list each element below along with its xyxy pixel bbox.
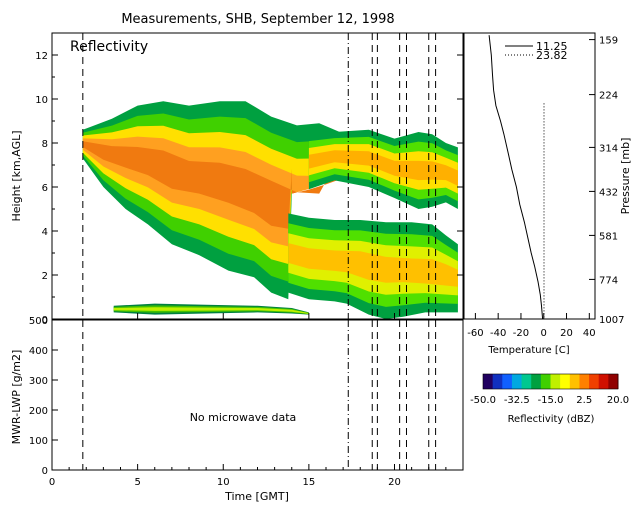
temperature-tick-labels: -60 -40 -20 0 20 40 [467, 328, 595, 339]
colorbar-swatch [550, 374, 561, 389]
pressure-tick-label: 159 [599, 36, 618, 47]
colorbar-swatch [608, 374, 619, 389]
colorbar-swatch [569, 374, 580, 389]
time-tick-label: 10 [217, 477, 230, 488]
pressure-tick-label: 581 [599, 231, 618, 242]
colorbar-swatch [579, 374, 590, 389]
echo-region-1-layer-5 [82, 141, 349, 229]
reflectivity-echoes [82, 101, 458, 319]
colorbar-swatch [521, 374, 532, 389]
lwp-tick-labels: 0 100 200 300 400 500 [29, 316, 48, 477]
time-markers-bottom [82, 320, 437, 470]
colorbar-swatch [560, 374, 571, 389]
lwp-tick-label: 500 [29, 316, 48, 327]
time-tick-label: 15 [303, 477, 316, 488]
time-tick-label: 5 [134, 477, 140, 488]
colorbar-title: Reflectivity (dBZ) [508, 414, 595, 425]
pressure-tick-label: 432 [599, 187, 618, 198]
reflectivity-frame [51, 32, 464, 320]
sounding-panel: 159 224 314 432 581 774 1007 -60 -40 -20 0 20 40 Te… [463, 32, 632, 356]
echo-region-3-layer-4 [308, 150, 458, 186]
colorbar-swatch [540, 374, 551, 389]
height-axis-label: Height [km,AGL] [10, 130, 23, 221]
colorbar-swatch [531, 374, 542, 389]
height-tick-label: 6 [42, 183, 48, 194]
height-tick-label: 0 [42, 315, 48, 326]
colorbar-frame [482, 373, 619, 390]
temperature-profiles [488, 35, 545, 320]
lwp-panel: 0 100 200 300 400 500 0 5 10 15 20 No microwave d… [10, 316, 464, 503]
colorbar-tick-labels: -50.0 -32.5 -15.0 2.5 20.0 [470, 395, 629, 406]
colorbar-swatch [589, 374, 600, 389]
temperature-tick-label: 40 [583, 328, 596, 339]
colorbar-tick-label: -50.0 [470, 395, 496, 406]
temperature-axis-label: Temperature [C] [487, 345, 569, 356]
echo-region-4-layer-3 [113, 307, 309, 314]
temperature-profile-1 [488, 35, 544, 320]
pressure-tick-label: 314 [599, 143, 618, 154]
time-axis-label: Time [GMT] [224, 490, 289, 503]
time-tick-label: 0 [49, 477, 55, 488]
colorbar-tick-label: -32.5 [504, 395, 530, 406]
colorbar-swatch [483, 374, 494, 389]
colorbar-swatch [598, 374, 609, 389]
colorbar-swatches [483, 374, 619, 389]
colorbar-tick-label: -15.0 [538, 395, 564, 406]
temperature-tick-label: -40 [490, 328, 506, 339]
lwp-annotation: No microwave data [190, 411, 297, 424]
echo-region-2-layer-4 [288, 243, 458, 287]
colorbar-tick-label: 2.5 [576, 395, 592, 406]
legend-label-2: 23.82 [536, 49, 568, 62]
lwp-tick-label: 100 [29, 436, 48, 447]
height-tick-label: 10 [35, 95, 48, 106]
temperature-tick-label: -20 [513, 328, 529, 339]
pressure-tick-label: 1007 [599, 315, 624, 326]
time-tick-label: 20 [388, 477, 401, 488]
temperature-tick-label: -60 [467, 328, 483, 339]
lwp-tick-label: 200 [29, 406, 48, 417]
temperature-tick-label: 0 [541, 328, 547, 339]
reflectivity-panel: 0 2 4 6 8 10 12 Reflectivity Height [km,AGL] [10, 32, 464, 326]
pressure-tick-label: 224 [599, 91, 618, 102]
time-markers-top [82, 33, 437, 319]
sounding-legend: 11.25 23.82 [505, 40, 568, 62]
colorbar: -50.0 -32.5 -15.0 2.5 20.0 Reflectivity (dBZ… [470, 373, 629, 425]
height-tick-label: 8 [42, 139, 48, 150]
pressure-tick-label: 774 [599, 275, 618, 286]
reflectivity-ticks [52, 32, 463, 320]
sounding-ticks [474, 39, 595, 320]
colorbar-swatch [492, 374, 503, 389]
colorbar-swatch [502, 374, 513, 389]
lwp-tick-label: 300 [29, 376, 48, 387]
sounding-frame [463, 32, 596, 320]
legend-label-1: 11.25 [536, 40, 568, 53]
time-tick-labels: 0 5 10 15 20 [49, 477, 401, 488]
colorbar-tick-label: 20.0 [607, 395, 629, 406]
panel-label: Reflectivity [70, 39, 148, 55]
pressure-axis-label: Pressure [mb] [619, 138, 632, 215]
height-tick-label: 4 [42, 227, 48, 238]
lwp-ticks [51, 319, 447, 471]
height-tick-labels: 0 2 4 6 8 10 12 [35, 51, 48, 326]
lwp-axis-label: MWR-LWP [g/m2] [10, 350, 23, 445]
colorbar-swatch [511, 374, 523, 389]
temperature-tick-label: 20 [560, 328, 573, 339]
pressure-tick-labels: 159 224 314 432 581 774 1007 [599, 36, 624, 326]
lwp-tick-label: 0 [42, 466, 48, 477]
figure-title: Measurements, SHB, September 12, 1998 [121, 12, 394, 27]
height-tick-label: 12 [35, 51, 48, 62]
lwp-frame [51, 319, 464, 471]
height-tick-label: 2 [42, 271, 48, 282]
lwp-tick-label: 400 [29, 346, 48, 357]
